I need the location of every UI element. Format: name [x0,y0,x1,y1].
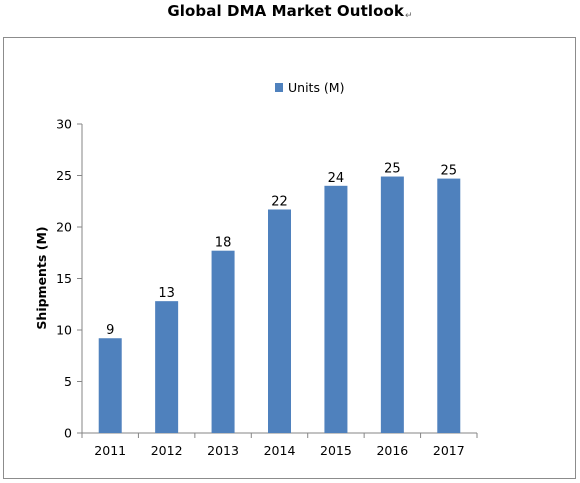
bar-2015 [324,185,348,433]
bar-2013 [211,250,235,433]
data-label: 9 [106,323,114,338]
x-tick-label: 2015 [320,443,352,458]
y-axis-label: Shipments (M) [34,226,49,329]
y-tick-label: 20 [56,220,72,235]
data-label: 24 [328,171,345,186]
data-label: 18 [215,236,232,251]
x-tick-label: 2016 [376,443,408,458]
bar-2011 [98,338,122,433]
bars [98,176,461,433]
data-label: 22 [271,194,288,209]
bar-2014 [268,209,291,433]
bar-2012 [155,301,179,433]
x-tick-label: 2017 [433,443,465,458]
bar-2017 [437,178,461,433]
y-tick-label: 15 [56,271,72,286]
chart-title-text: Global DMA Market Outlook [167,2,404,20]
legend-label: Units (M) [288,80,344,95]
y-tick-label: 30 [56,117,72,132]
y-tick-label: 5 [64,374,72,389]
x-tick-label: 2011 [94,443,126,458]
x-tick-label: 2013 [207,443,239,458]
y-tick-label: 25 [56,168,72,183]
x-ticks: 2011 2012 2013 2014 2015 2016 2017 [81,433,478,458]
data-label: 25 [441,164,458,179]
bar-2016 [380,176,404,433]
return-mark-icon: ↵ [404,11,413,21]
y-ticks: 0 5 10 15 20 25 30 [56,117,82,441]
legend: Units (M) [275,80,344,95]
data-label: 13 [158,286,175,301]
y-tick-label: 10 [56,323,72,338]
x-tick-label: 2014 [264,443,296,458]
data-label: 25 [384,162,401,177]
legend-swatch [275,83,283,92]
y-tick-label: 0 [64,426,72,441]
x-tick-label: 2012 [151,443,183,458]
chart-title: Global DMA Market Outlook↵ [0,2,580,21]
data-labels: 9 13 18 22 24 25 25 [106,162,457,339]
